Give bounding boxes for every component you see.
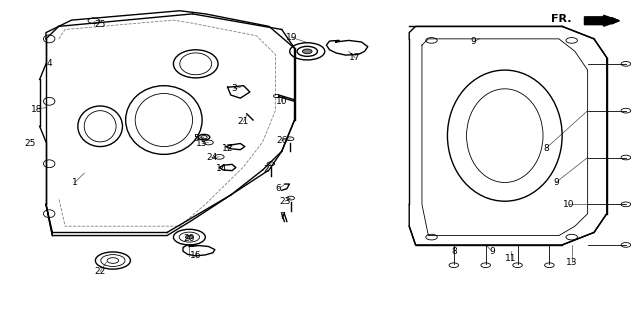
Text: 17: 17 [349,53,361,62]
Text: 24: 24 [206,153,218,162]
Text: 9: 9 [553,178,559,187]
Text: 22: 22 [95,267,106,276]
Text: 16: 16 [190,251,202,261]
Text: 5: 5 [193,134,198,143]
Text: 2: 2 [263,165,269,175]
FancyArrow shape [584,15,620,26]
Text: 25: 25 [95,20,106,29]
Text: 21: 21 [238,117,249,126]
Text: FR.: FR. [551,14,572,24]
Text: 9: 9 [489,247,495,256]
Text: 12: 12 [222,144,234,153]
Text: 19: 19 [285,33,297,42]
Text: 8: 8 [451,247,457,256]
Text: 18: 18 [31,105,42,114]
Text: 25: 25 [24,139,36,148]
Text: 10: 10 [276,97,287,106]
Ellipse shape [303,49,312,54]
Text: 14: 14 [216,164,227,173]
Text: 23: 23 [279,197,291,206]
Text: 13: 13 [566,258,577,266]
Ellipse shape [186,235,193,239]
Text: 6: 6 [276,184,282,193]
Text: 10: 10 [563,200,574,209]
Text: 4: 4 [46,59,52,68]
Text: 1: 1 [72,178,77,187]
Text: 26: 26 [276,136,287,145]
Text: 20: 20 [184,234,195,243]
Text: 15: 15 [196,139,208,148]
Text: 7: 7 [279,212,285,221]
Text: 9: 9 [470,37,476,47]
Text: 3: 3 [231,84,237,93]
Text: 11: 11 [506,255,517,263]
Text: 8: 8 [543,144,549,153]
